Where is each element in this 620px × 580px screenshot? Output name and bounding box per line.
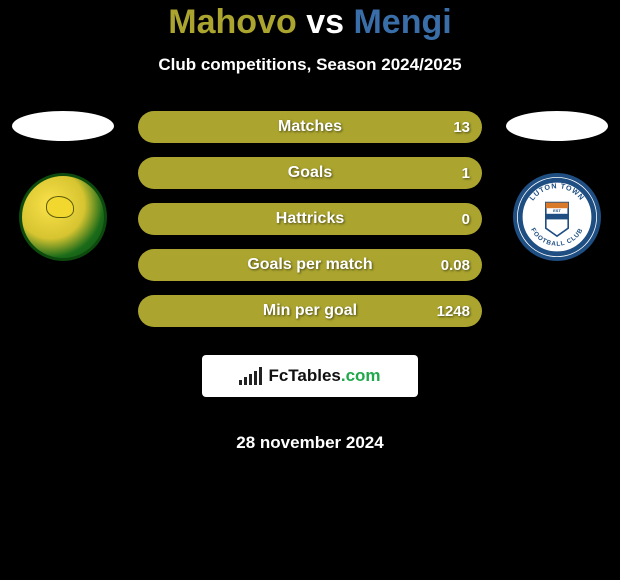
- player2-photo-placeholder: [506, 111, 608, 141]
- brand-bars-icon: [239, 367, 262, 385]
- stat-value-right: 0.08: [441, 257, 470, 274]
- player2-club-crest: LUTON TOWN FOOTBALL CLUB EST 1885: [513, 173, 601, 261]
- stat-row: Goals 1: [138, 157, 482, 189]
- brand-text: FcTables.com: [268, 366, 380, 386]
- stat-value-right: 1: [462, 165, 470, 182]
- brand-badge: FcTables.com: [202, 355, 418, 397]
- stat-row: Goals per match 0.08: [138, 249, 482, 281]
- stat-row: Hattricks 0: [138, 203, 482, 235]
- stat-value-right: 1248: [437, 303, 470, 320]
- brand-suffix: .com: [341, 366, 381, 385]
- subtitle: Club competitions, Season 2024/2025: [0, 55, 620, 75]
- stats-column: Matches 13 Goals 1 Hattricks 0 Goals per match…: [118, 111, 502, 453]
- footer-date: 28 november 2024: [236, 433, 383, 453]
- main-row: Matches 13 Goals 1 Hattricks 0 Goals per match…: [0, 111, 620, 453]
- stat-label: Hattricks: [276, 210, 344, 228]
- vs-text: vs: [306, 3, 344, 41]
- player1-club-crest: [19, 173, 107, 261]
- stat-value-right: 13: [453, 119, 470, 136]
- player2-column: LUTON TOWN FOOTBALL CLUB EST 1885: [502, 111, 612, 261]
- player1-photo-placeholder: [12, 111, 114, 141]
- stat-value-right: 0: [462, 211, 470, 228]
- stat-label: Matches: [278, 118, 342, 136]
- player1-name: Mahovo: [168, 3, 296, 41]
- stat-label: Goals: [288, 164, 332, 182]
- stat-row: Matches 13: [138, 111, 482, 143]
- svg-text:EST: EST: [553, 209, 561, 214]
- stat-row: Min per goal 1248: [138, 295, 482, 327]
- stat-label: Min per goal: [263, 302, 357, 320]
- player2-name: Mengi: [353, 3, 451, 41]
- stat-label: Goals per match: [247, 256, 372, 274]
- comparison-title: Mahovo vs Mengi: [0, 4, 620, 41]
- brand-prefix: FcTables: [268, 366, 340, 385]
- svg-text:1885: 1885: [553, 223, 563, 228]
- player1-column: [8, 111, 118, 261]
